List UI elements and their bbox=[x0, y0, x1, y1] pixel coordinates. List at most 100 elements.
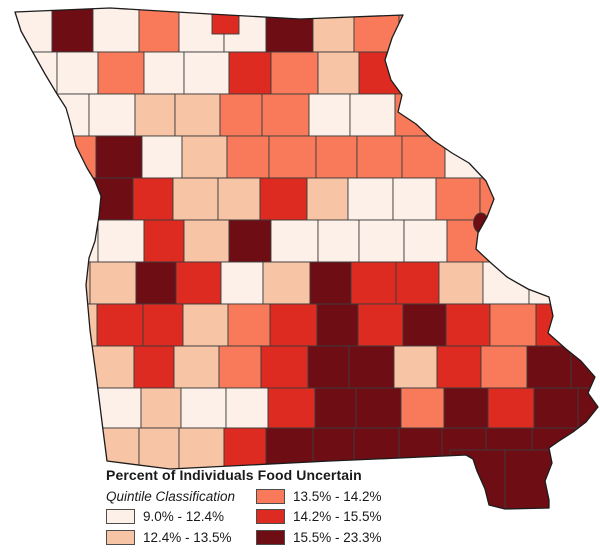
county-cell bbox=[575, 8, 598, 53]
county-cell bbox=[218, 345, 262, 389]
county-cell bbox=[490, 51, 538, 95]
county-cell bbox=[142, 303, 184, 347]
legend-label-1: 9.0% - 12.4% bbox=[143, 509, 225, 525]
county-cell bbox=[443, 387, 489, 429]
county-cell bbox=[0, 304, 12, 346]
county-cell bbox=[526, 345, 572, 389]
county-cell bbox=[446, 51, 492, 95]
county-cell bbox=[89, 261, 137, 305]
county-cell bbox=[0, 262, 5, 304]
county-cell bbox=[140, 387, 182, 429]
county-cell bbox=[270, 51, 319, 95]
county-cell bbox=[356, 135, 403, 179]
county-cell bbox=[259, 177, 308, 221]
county-cell bbox=[535, 303, 581, 347]
legend-item: 13.5% - 14.2% bbox=[256, 486, 426, 507]
county-cell bbox=[393, 345, 438, 389]
county-cell bbox=[355, 387, 402, 429]
county-cell bbox=[227, 303, 271, 347]
county-cell bbox=[260, 345, 309, 389]
county-cell bbox=[96, 303, 144, 347]
county-cells-layer bbox=[0, 8, 598, 509]
county-cell bbox=[228, 51, 272, 95]
legend-title: Percent of Individuals Food Uncertain bbox=[106, 467, 362, 483]
county-cell bbox=[531, 8, 577, 53]
county-cell bbox=[403, 219, 448, 263]
city-enclave-dot bbox=[473, 212, 489, 234]
county-cell bbox=[527, 93, 573, 137]
county-cell bbox=[270, 219, 319, 263]
county-cell bbox=[15, 261, 50, 305]
county-cell bbox=[579, 303, 598, 347]
county-cell bbox=[317, 219, 360, 263]
county-cell bbox=[395, 261, 440, 305]
county-cell bbox=[307, 345, 350, 389]
county-cell-north-small bbox=[211, 8, 240, 35]
county-cell bbox=[219, 93, 263, 137]
county-cell bbox=[317, 51, 360, 95]
county-cell bbox=[578, 135, 598, 179]
county-cell bbox=[306, 177, 349, 221]
county-cell bbox=[135, 261, 177, 305]
state-outline bbox=[14, 7, 599, 510]
county-cell bbox=[0, 136, 11, 178]
county-cell bbox=[0, 178, 2, 220]
county-cell bbox=[143, 219, 185, 263]
county-cell bbox=[353, 8, 400, 53]
county-cell bbox=[580, 51, 598, 95]
county-cell bbox=[398, 8, 443, 53]
county-cell bbox=[172, 177, 219, 221]
county-cell bbox=[15, 345, 48, 389]
county-cell bbox=[528, 261, 574, 305]
county-cell bbox=[86, 177, 134, 221]
county-cell bbox=[141, 135, 183, 179]
county-cell bbox=[143, 51, 185, 95]
county-cell bbox=[490, 219, 538, 263]
county-cell bbox=[269, 303, 318, 347]
county-cell bbox=[0, 52, 13, 94]
legend-swatch-5 bbox=[256, 529, 285, 545]
county-cell bbox=[349, 93, 396, 137]
county-cell bbox=[0, 8, 8, 52]
county-cell bbox=[183, 219, 230, 263]
county-cell bbox=[392, 177, 437, 221]
county-cell bbox=[174, 93, 221, 137]
county-cell bbox=[132, 177, 174, 221]
county-cell bbox=[97, 219, 145, 263]
county-cell bbox=[534, 135, 580, 179]
map-legend: Percent of Individuals Food Uncertain Qu… bbox=[106, 467, 526, 548]
county-cell bbox=[134, 93, 176, 137]
county-cell bbox=[220, 261, 264, 305]
county-cell bbox=[175, 261, 222, 305]
county-cell bbox=[180, 387, 227, 429]
county-cell bbox=[569, 177, 598, 221]
legend-item: 12.4% - 13.5% bbox=[106, 527, 256, 548]
county-cell bbox=[15, 303, 57, 347]
county-cell bbox=[533, 387, 579, 429]
county-cell bbox=[181, 135, 228, 179]
county-cell bbox=[481, 93, 529, 137]
county-cell bbox=[15, 387, 55, 429]
county-cell bbox=[0, 346, 3, 388]
county-cell bbox=[267, 387, 316, 429]
county-cell bbox=[485, 8, 533, 53]
county-cell bbox=[403, 51, 448, 95]
county-cell bbox=[480, 345, 528, 389]
county-cell bbox=[15, 427, 53, 475]
county-cell bbox=[316, 303, 359, 347]
county-cell bbox=[441, 8, 487, 53]
county-cell bbox=[482, 261, 530, 305]
county-cell bbox=[88, 93, 136, 137]
county-cell bbox=[51, 8, 94, 53]
county-cell bbox=[48, 261, 91, 305]
county-cell bbox=[15, 51, 58, 95]
county-cell bbox=[347, 177, 394, 221]
county-cell bbox=[488, 135, 536, 179]
county-cell bbox=[225, 387, 269, 429]
legend-label-2: 12.4% - 13.5% bbox=[143, 529, 232, 545]
county-cell bbox=[265, 8, 314, 53]
county-cell bbox=[56, 51, 99, 95]
legend-item: 9.0% - 12.4% bbox=[106, 507, 256, 528]
county-cell bbox=[446, 219, 492, 263]
